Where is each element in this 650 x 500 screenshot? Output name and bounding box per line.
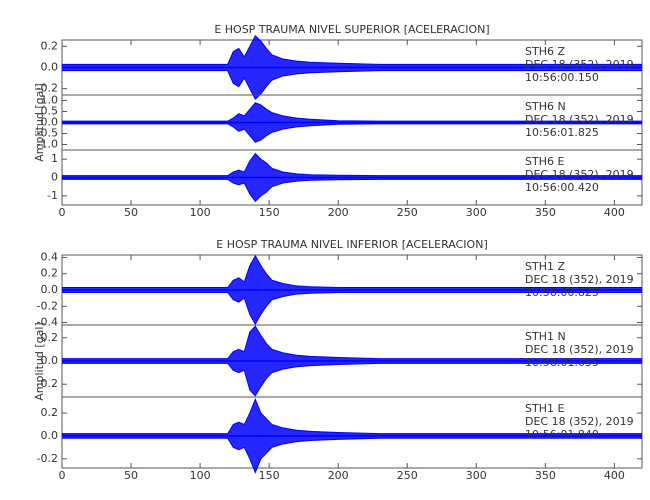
y-tick-label: 0.5 bbox=[41, 105, 59, 118]
y-tick-label: -1 bbox=[47, 189, 58, 202]
trace-annotation: STH6 Z bbox=[525, 45, 565, 58]
y-tick-label: -1.0 bbox=[37, 138, 58, 151]
y-tick-label: -0.5 bbox=[37, 127, 58, 140]
trace-annotation: 10:56:00.825 bbox=[525, 286, 599, 299]
y-axis-label: Amplitud [gal] bbox=[33, 83, 46, 161]
waveform-upper bbox=[62, 254, 642, 289]
waveform-lower bbox=[62, 70, 642, 101]
x-tick-label: 100 bbox=[190, 469, 211, 482]
waveform-upper bbox=[62, 397, 642, 435]
chart-title: E HOSP TRAUMA NIVEL INFERIOR [ACELERACIO… bbox=[216, 238, 487, 251]
y-tick-label: 0.0 bbox=[41, 429, 59, 442]
trace-annotation: DEC 18 (352), 2019 bbox=[525, 113, 634, 126]
trace-annotation: 10:56:00.420 bbox=[525, 181, 599, 194]
x-tick-label: 150 bbox=[259, 469, 280, 482]
y-tick-label: 0.0 bbox=[41, 116, 59, 129]
trace-annotation: DEC 18 (352), 2019 bbox=[525, 168, 634, 181]
trace-annotation: STH6 E bbox=[525, 155, 564, 168]
x-tick-label: 400 bbox=[604, 469, 625, 482]
trace-annotation: 10:56:01.655 bbox=[525, 356, 599, 369]
waveform-lower bbox=[62, 437, 642, 474]
y-tick-label: 0.2 bbox=[41, 39, 59, 52]
waveform-lower bbox=[62, 178, 642, 203]
trace-annotation: STH6 N bbox=[525, 100, 566, 113]
waveform-lower bbox=[62, 123, 642, 143]
waveform-upper bbox=[62, 325, 642, 360]
y-tick-label: 0.2 bbox=[41, 267, 59, 280]
waveform-upper bbox=[62, 102, 642, 122]
trace-annotation: 10:56:01.840 bbox=[525, 428, 599, 441]
y-tick-label: 0.0 bbox=[41, 283, 59, 296]
y-tick-label: -0.2 bbox=[37, 377, 58, 390]
x-tick-label: 250 bbox=[397, 469, 418, 482]
y-axis-label: Amplitud [gal] bbox=[33, 322, 46, 400]
y-tick-label: 1 bbox=[51, 152, 58, 165]
x-tick-label: 50 bbox=[124, 469, 138, 482]
trace-annotation: DEC 18 (352), 2019 bbox=[525, 273, 634, 286]
x-tick-label: 0 bbox=[59, 469, 66, 482]
x-tick-label: 0 bbox=[59, 206, 66, 219]
trace-annotation: 10:56:01.825 bbox=[525, 126, 599, 139]
trace-annotation: DEC 18 (352), 2019 bbox=[525, 58, 634, 71]
x-tick-label: 250 bbox=[397, 206, 418, 219]
y-tick-label: 1.0 bbox=[41, 94, 59, 107]
chart-title: E HOSP TRAUMA NIVEL SUPERIOR [ACELERACIO… bbox=[214, 23, 489, 36]
x-tick-label: 300 bbox=[466, 206, 487, 219]
y-tick-label: -0.2 bbox=[37, 299, 58, 312]
waveform-upper bbox=[62, 152, 642, 177]
trace-annotation: DEC 18 (352), 2019 bbox=[525, 415, 634, 428]
x-tick-label: 300 bbox=[466, 469, 487, 482]
trace-annotation: STH1 N bbox=[525, 330, 566, 343]
y-tick-label: 0.2 bbox=[41, 331, 59, 344]
y-tick-label: 0.2 bbox=[41, 406, 59, 419]
y-tick-label: 0.0 bbox=[41, 354, 59, 367]
trace-annotation: STH1 Z bbox=[525, 260, 565, 273]
x-tick-label: 400 bbox=[604, 206, 625, 219]
panel-frame bbox=[61, 396, 643, 469]
x-tick-label: 150 bbox=[259, 206, 280, 219]
trace-annotation: STH1 E bbox=[525, 402, 564, 415]
trace-annotation: 10:56:00.150 bbox=[525, 71, 599, 84]
y-tick-label: 0.4 bbox=[41, 250, 59, 263]
waveform-lower bbox=[62, 291, 642, 326]
x-tick-label: 350 bbox=[535, 469, 556, 482]
waveform-lower bbox=[62, 362, 642, 397]
y-tick-label: 0.0 bbox=[41, 61, 59, 74]
y-tick-label: -0.2 bbox=[37, 82, 58, 95]
y-tick-label: -0.4 bbox=[37, 316, 58, 329]
x-tick-label: 50 bbox=[124, 206, 138, 219]
y-tick-label: -0.2 bbox=[37, 452, 58, 465]
x-tick-label: 350 bbox=[535, 206, 556, 219]
y-tick-label: 0 bbox=[51, 171, 58, 184]
x-tick-label: 100 bbox=[190, 206, 211, 219]
x-tick-label: 200 bbox=[328, 206, 349, 219]
trace-annotation: DEC 18 (352), 2019 bbox=[525, 343, 634, 356]
waveform-upper bbox=[62, 34, 642, 65]
x-tick-label: 200 bbox=[328, 469, 349, 482]
